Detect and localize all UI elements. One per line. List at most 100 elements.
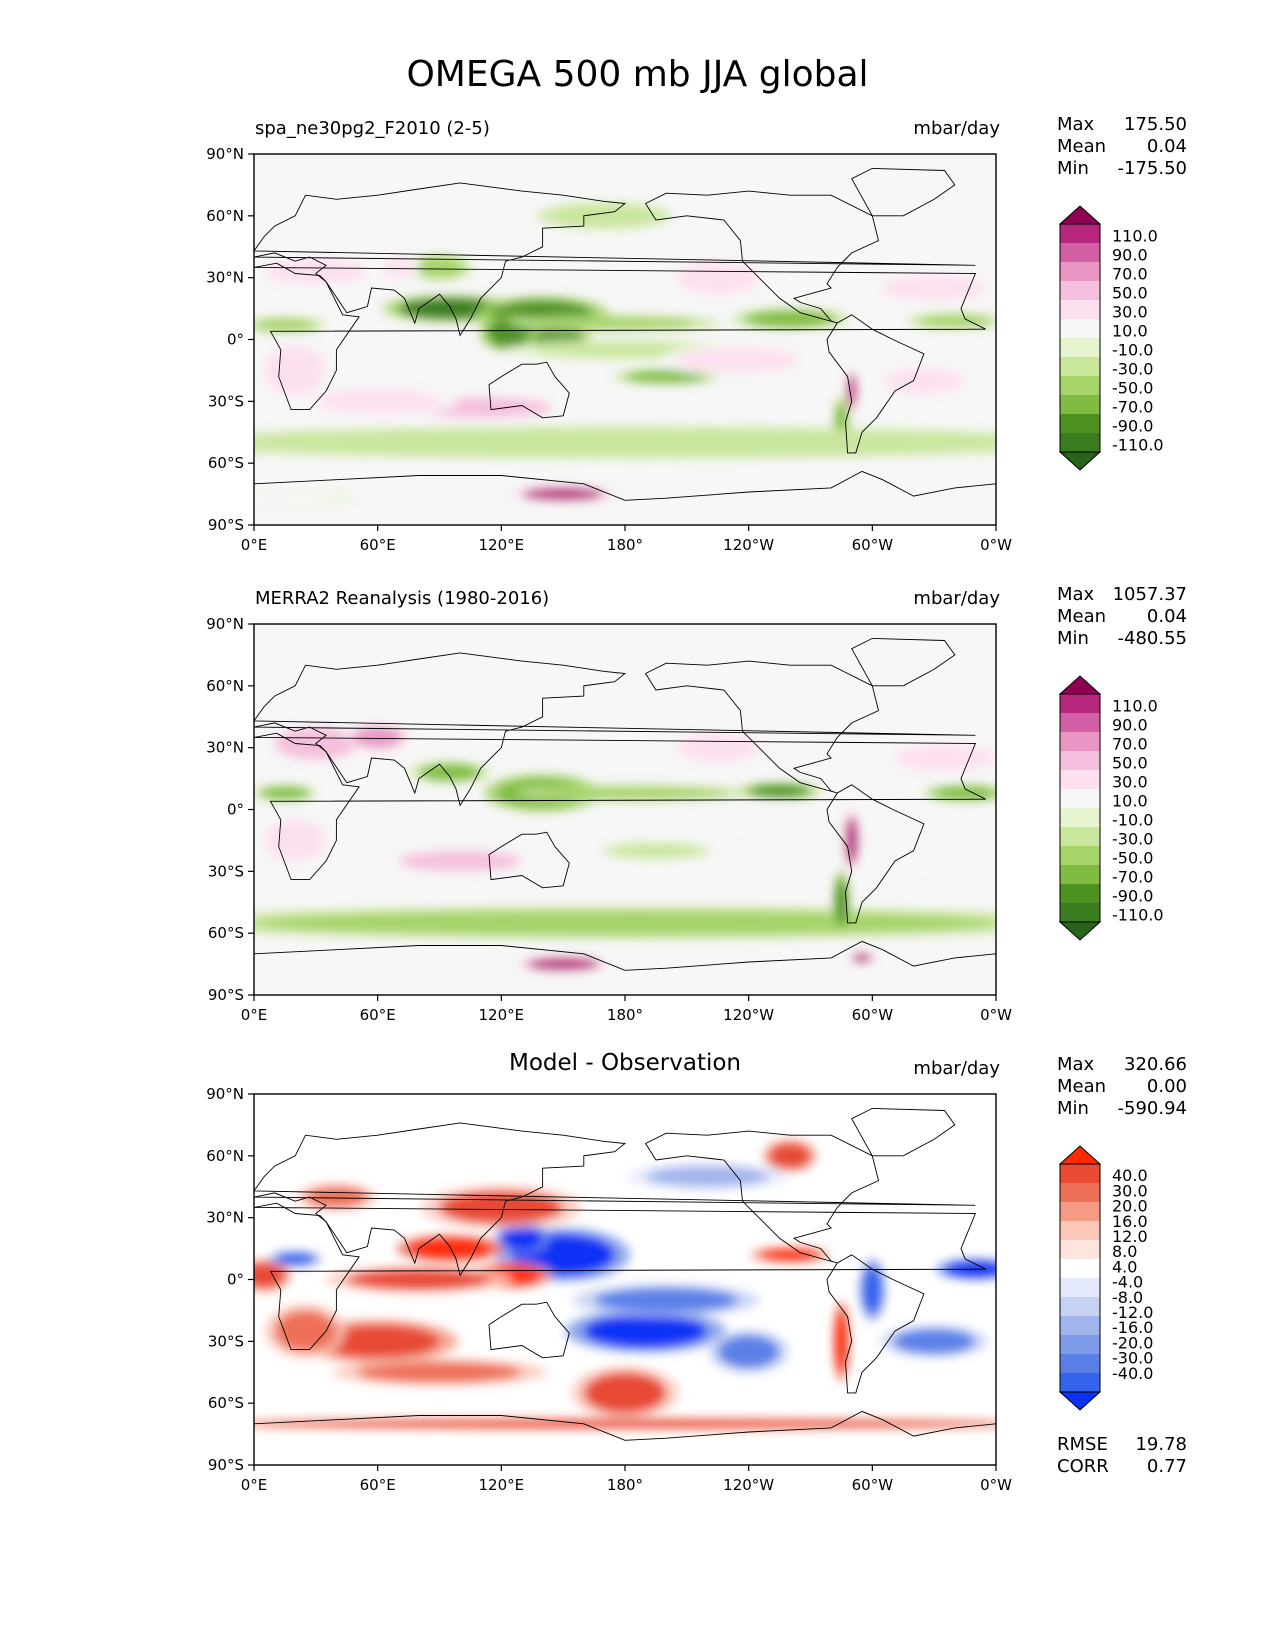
colorbar-label: 70.0 [1112, 735, 1148, 754]
field-core [414, 257, 465, 278]
colorbar-segment [1060, 732, 1100, 752]
field-core [882, 848, 966, 874]
colorbar-segment [1060, 262, 1100, 282]
field-core [315, 388, 440, 414]
colorbar: 110.090.070.050.030.010.0-10.0-30.0-50.0… [1058, 675, 1164, 941]
colorbar-segment [1060, 1373, 1100, 1393]
field-core [254, 1419, 996, 1428]
colorbar-segment [1060, 1183, 1100, 1203]
colorbar-segment [1060, 414, 1100, 434]
panel-diff-chart: 0°E 60°E 120°E 180° 120°W 60°W 0°W 90°N 60°N 30°N… [206, 1085, 1153, 1494]
coast-australia [488, 1301, 570, 1359]
field-core [892, 745, 996, 771]
coast-north-america [644, 1130, 880, 1264]
stat-value: 0.00 [1146, 1076, 1187, 1097]
colorbar: 110.090.070.050.030.010.0-10.0-30.0-50.0… [1058, 205, 1164, 471]
x-tick-label: 120°E [479, 1476, 525, 1494]
panel-model-stats: Max 175.50 Mean 0.04 Min -175.50 [1057, 114, 1187, 180]
colorbar-frame [1059, 693, 1101, 923]
field-core [882, 368, 966, 394]
field-core [835, 1310, 848, 1373]
x-tick-label: 180° [607, 1476, 643, 1494]
y-tick-label: 90°S [208, 986, 244, 1004]
colorbar-extend-top [1058, 1145, 1102, 1165]
figure-title: OMEGA 500 mb JJA global [406, 54, 869, 95]
colorbar-segment [1060, 281, 1100, 301]
colorbar-label: 30.0 [1112, 303, 1148, 322]
colorbar-segment [1060, 903, 1100, 923]
stat-label: Max [1057, 584, 1095, 605]
field-core [552, 205, 656, 227]
field-core [260, 786, 310, 800]
colorbar-label: -4.0 [1112, 1273, 1143, 1292]
colorbar-label: 50.0 [1112, 754, 1148, 773]
field-core [398, 298, 502, 319]
colorbar-extend-bottom [1058, 451, 1102, 471]
field-core [254, 1263, 285, 1288]
colorbar-label: 4.0 [1112, 1257, 1137, 1276]
colorbar-label: -70.0 [1112, 868, 1153, 887]
colorbar-label: -10.0 [1112, 811, 1153, 830]
x-tick-label: 120°W [723, 536, 774, 554]
y-tick-label: 0° [227, 331, 244, 349]
stat-value: 175.50 [1124, 114, 1187, 135]
coast-north-america [644, 660, 880, 794]
colorbar-segment [1060, 1221, 1100, 1241]
y-tick-label: 30°S [208, 862, 244, 880]
stat-value: 19.78 [1135, 1434, 1187, 1455]
field-blobs [254, 722, 996, 973]
stat-value: -175.50 [1117, 158, 1187, 179]
colorbar-segment [1060, 1202, 1100, 1222]
field-core [758, 1248, 821, 1261]
y-tick-label: 90°N [206, 615, 244, 633]
colorbar-label: -90.0 [1112, 887, 1153, 906]
x-tick-label: 60°W [852, 1006, 894, 1024]
colorbar-segment [1060, 884, 1100, 904]
x-tick-label: 60°E [360, 1006, 396, 1024]
panel-model-units: mbar/day [913, 118, 1000, 139]
x-tick-label: 60°E [360, 1476, 396, 1494]
colorbar-label: 12.0 [1112, 1227, 1148, 1246]
field-core [264, 345, 327, 396]
panel-diff-error-stats: RMSE 19.78 CORR 0.77 [1057, 1434, 1187, 1478]
y-tick-label: 60°N [206, 1147, 244, 1165]
colorbar-label: 8.0 [1112, 1242, 1137, 1261]
field-core [847, 374, 856, 408]
stat-label: Mean [1057, 136, 1107, 157]
coast-africa [254, 732, 986, 881]
colorbar-label: -30.0 [1112, 830, 1153, 849]
x-tick-label: 120°E [479, 1006, 525, 1024]
colorbar-segment [1060, 808, 1100, 828]
colorbar-label: -20.0 [1112, 1333, 1153, 1352]
field-core [254, 430, 996, 455]
panel-diff: 0°E 60°E 120°E 180° 120°W 60°W 0°W 90°N 60°N 30°N… [0, 1050, 1275, 1518]
coastlines [254, 167, 996, 525]
colorbar-label: 50.0 [1112, 284, 1148, 303]
field-core [542, 786, 729, 800]
x-tick-label: 0°E [241, 1006, 268, 1024]
colorbar-label: 110.0 [1112, 227, 1158, 246]
field-core [315, 1324, 440, 1358]
field-layer [254, 722, 996, 973]
panel-diff-units: mbar/day [913, 1058, 1000, 1079]
field-core [717, 1335, 780, 1369]
stat-label: Min [1057, 628, 1089, 649]
colorbar-label: -8.0 [1112, 1288, 1143, 1307]
y-tick-label: 60°N [206, 207, 244, 225]
colorbar-label: 10.0 [1112, 792, 1148, 811]
panel-diff-stats: Max 320.66 Mean 0.00 Min -590.94 [1057, 1054, 1187, 1120]
colorbar-segment [1060, 1354, 1100, 1374]
stat-value: 0.04 [1146, 606, 1187, 627]
colorbar-segment [1060, 395, 1100, 415]
colorbar-segment [1060, 319, 1100, 339]
y-tick-label: 90°N [206, 145, 244, 163]
colorbar-label: 16.0 [1112, 1212, 1148, 1231]
x-tick-label: 0°W [980, 1006, 1012, 1024]
map-background [254, 624, 996, 995]
colorbar-segment [1060, 865, 1100, 885]
field-core [645, 1166, 770, 1187]
field-core [892, 1328, 976, 1354]
colorbar-label: -50.0 [1112, 379, 1153, 398]
colorbar: 40.030.020.016.012.08.04.0-4.0-8.0-12.0-… [1058, 1145, 1153, 1411]
colorbar-segment [1060, 1335, 1100, 1355]
